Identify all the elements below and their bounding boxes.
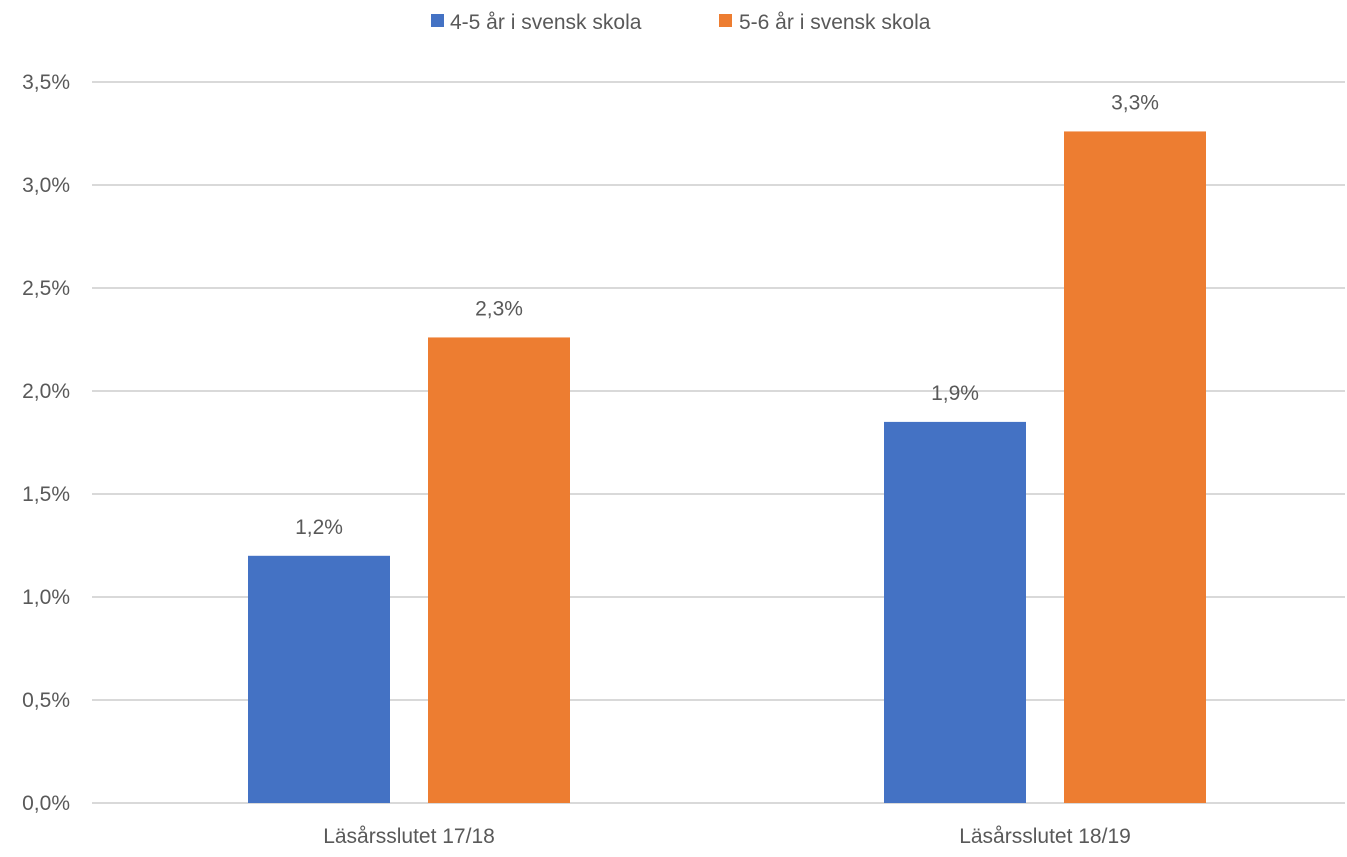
bar [248, 555, 390, 803]
data-label: 1,2% [295, 516, 343, 539]
y-tick-label: 2,0% [22, 380, 70, 403]
bar [428, 337, 570, 803]
x-category-label: Läsårsslutet 18/19 [959, 825, 1131, 848]
legend-swatch [431, 14, 444, 27]
y-tick-label: 0,5% [22, 689, 70, 712]
y-tick-label: 3,5% [22, 71, 70, 94]
legend-label: 5-6 år i svensk skola [739, 11, 931, 34]
x-axis-category-labels: Läsårsslutet 17/18 Läsårsslutet 18/19 [323, 825, 1131, 848]
legend: 4-5 år i svensk skola 5-6 år i svensk sko… [431, 11, 931, 34]
bar [1064, 131, 1206, 803]
data-label: 3,3% [1111, 91, 1159, 114]
bar [884, 421, 1026, 803]
data-label: 1,9% [931, 382, 979, 405]
x-category-label: Läsårsslutet 17/18 [323, 825, 495, 848]
data-labels: 1,2% 1,9% 2,3% 3,3% [295, 91, 1159, 538]
y-tick-label: 0,0% [22, 792, 70, 815]
y-axis-tick-labels: 0,0% 0,5% 1,0% 1,5% 2,0% 2,5% 3,0% 3,5% [22, 71, 70, 815]
legend-swatch [719, 14, 732, 27]
y-tick-label: 3,0% [22, 174, 70, 197]
y-tick-label: 1,5% [22, 483, 70, 506]
y-tick-label: 2,5% [22, 277, 70, 300]
bars [248, 131, 1206, 803]
legend-label: 4-5 år i svensk skola [450, 11, 642, 34]
data-label: 2,3% [475, 297, 523, 320]
y-tick-label: 1,0% [22, 586, 70, 609]
